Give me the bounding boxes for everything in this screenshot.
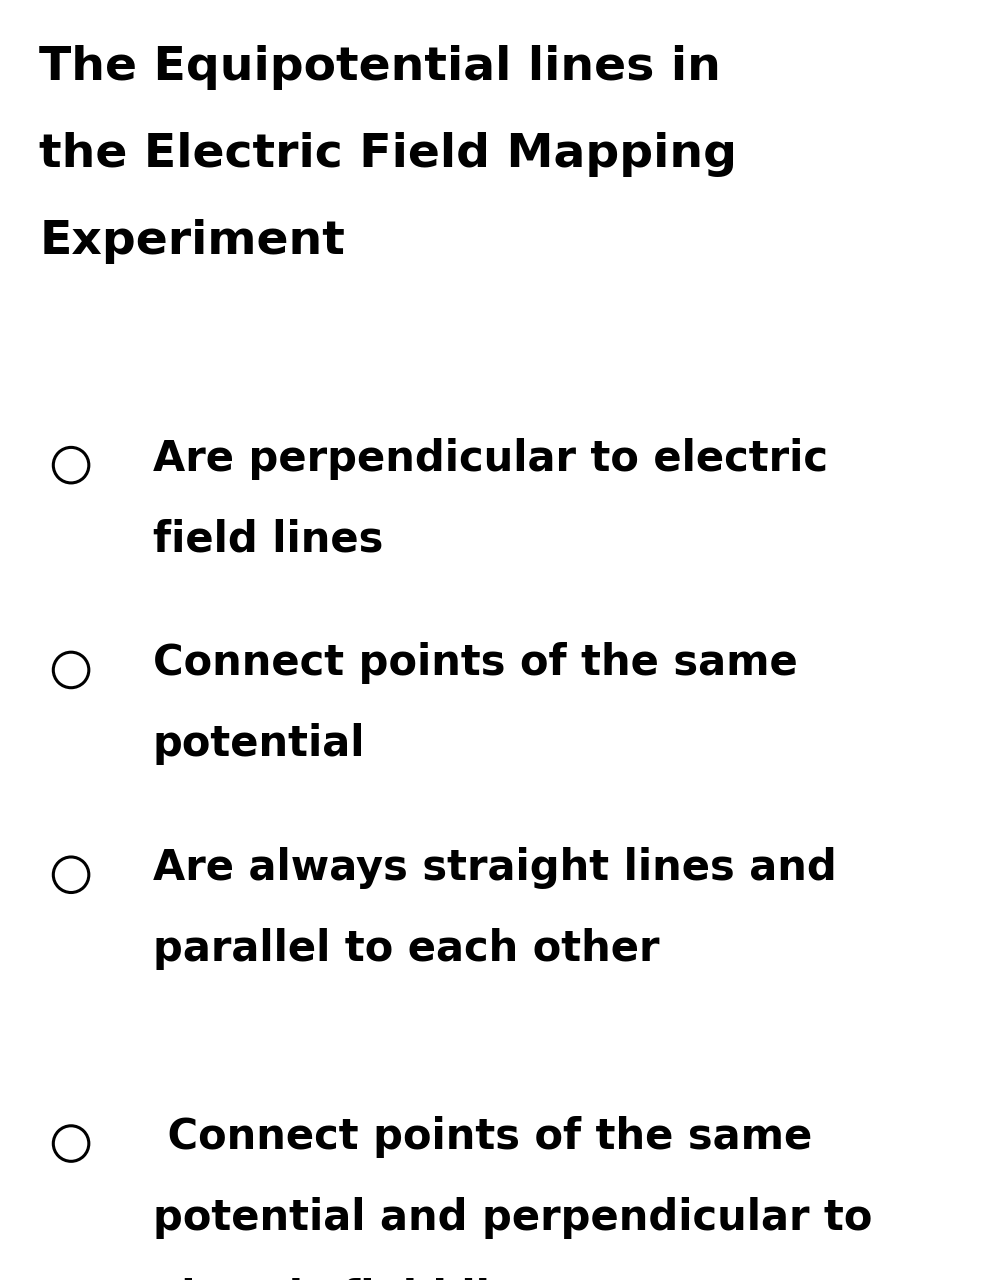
Ellipse shape — [53, 653, 89, 687]
Text: Connect points of the same: Connect points of the same — [153, 1116, 811, 1158]
Text: Experiment: Experiment — [39, 219, 345, 264]
Text: Are always straight lines and: Are always straight lines and — [153, 847, 836, 890]
Ellipse shape — [53, 858, 89, 892]
Text: field lines: field lines — [153, 518, 383, 561]
Text: potential: potential — [153, 723, 365, 765]
Ellipse shape — [53, 448, 89, 483]
Text: parallel to each other: parallel to each other — [153, 928, 659, 970]
Text: potential and perpendicular to: potential and perpendicular to — [153, 1197, 872, 1239]
Text: Are perpendicular to electric: Are perpendicular to electric — [153, 438, 827, 480]
Text: electric field lines: electric field lines — [153, 1277, 572, 1280]
Text: Connect points of the same: Connect points of the same — [153, 643, 797, 685]
Text: The Equipotential lines in: The Equipotential lines in — [39, 45, 721, 90]
Ellipse shape — [53, 1126, 89, 1161]
Text: the Electric Field Mapping: the Electric Field Mapping — [39, 132, 737, 177]
